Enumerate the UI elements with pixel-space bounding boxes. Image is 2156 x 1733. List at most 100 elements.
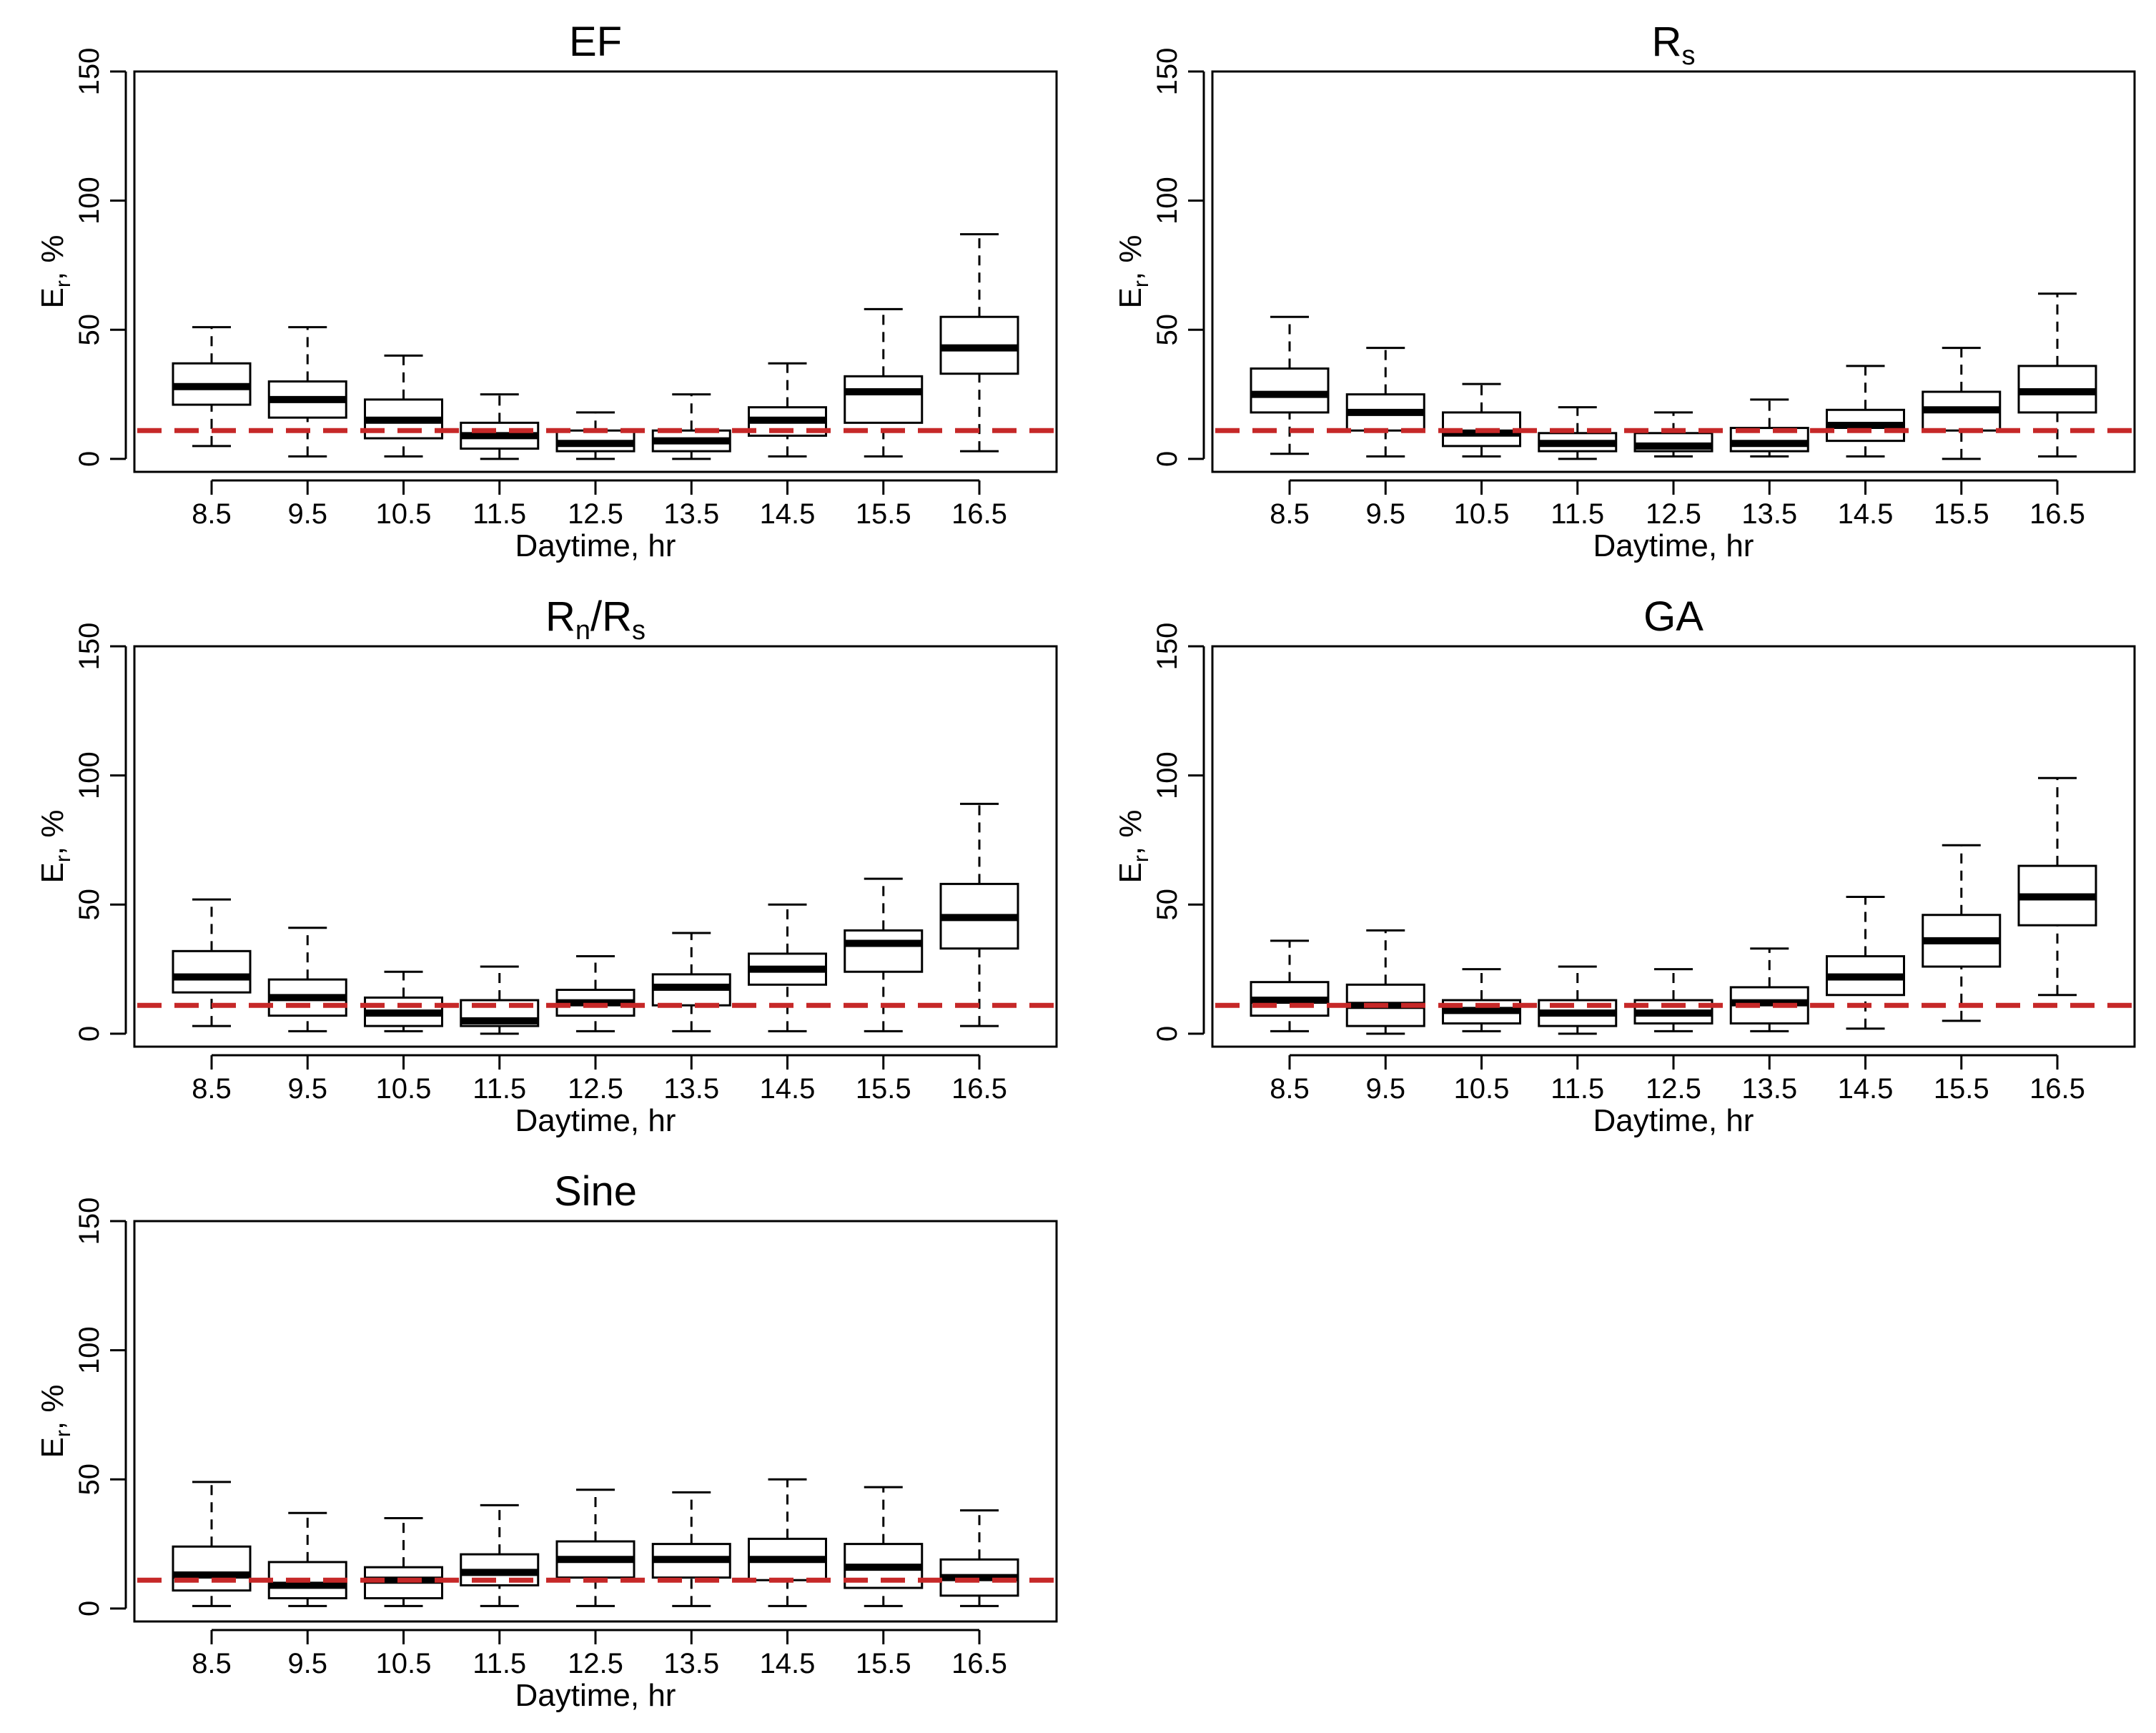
x-tick-label: 13.5 [1741, 1073, 1797, 1105]
x-tick-label: 16.5 [951, 1648, 1007, 1679]
panel-title-main: EF [569, 19, 622, 65]
y-tick-label: 100 [74, 751, 105, 799]
x-tick-label: 14.5 [760, 498, 816, 530]
y-tick-label: 150 [74, 1198, 105, 1245]
y-axis-title-rest: , % [35, 235, 70, 281]
x-tick-label: 11.5 [473, 1648, 526, 1679]
x-tick-label: 9.5 [1365, 498, 1405, 530]
y-axis-title-subscript: r [51, 280, 75, 287]
y-tick-label: 100 [74, 1326, 105, 1374]
chart-panel-3: 0 50 100 150 8.5 9.5 10.5 11.5 12.5 13.5 14.5 15.5 1… [35, 593, 1058, 1138]
y-tick-label: 50 [74, 1463, 105, 1496]
box-13.5 [651, 393, 731, 460]
box-9.5 [267, 326, 347, 458]
box-15.5 [844, 307, 924, 458]
box-15.5 [844, 877, 924, 1032]
box-15.5 [1922, 844, 2002, 1022]
x-tick-label: 15.5 [1934, 498, 1989, 530]
x-tick-label: 16.5 [951, 498, 1007, 530]
x-tick-label: 13.5 [1741, 498, 1797, 530]
y-axis-title-subscript: r [51, 1430, 75, 1437]
box-14.5 [748, 903, 827, 1032]
x-tick-label: 11.5 [473, 1073, 526, 1105]
x-axis-title: Daytime, hr [515, 1678, 676, 1713]
panel-title-subscript: s [1681, 41, 1695, 71]
box-16.5 [939, 1509, 1019, 1607]
box-8.5 [1250, 939, 1330, 1032]
y-tick-label: 150 [74, 623, 105, 671]
box-iqr [844, 929, 924, 973]
chart-panel-5: 0 50 100 150 8.5 9.5 10.5 11.5 12.5 13.5 14.5 15.5 1… [35, 1168, 1058, 1713]
y-tick-label: 50 [1152, 314, 1183, 346]
y-axis-title-main: E [35, 287, 70, 308]
x-tick-label: 14.5 [1838, 498, 1894, 530]
y-tick-label: 150 [1152, 48, 1183, 96]
y-axis-title-rest: , % [35, 1385, 70, 1431]
y-axis-title: Er, % [35, 810, 75, 884]
x-tick-label: 10.5 [1454, 498, 1510, 530]
box-13.5 [651, 932, 731, 1032]
x-tick-label: 13.5 [663, 498, 719, 530]
y-tick-label: 0 [1152, 451, 1183, 467]
box-14.5 [1826, 895, 1905, 1030]
x-tick-label: 8.5 [192, 498, 232, 530]
panel-title-subscript: s [632, 616, 646, 646]
x-tick-label: 8.5 [1270, 498, 1310, 530]
y-tick-label: 50 [1152, 889, 1183, 921]
y-axis-title-main: E [1113, 287, 1148, 308]
box-11.5 [460, 393, 540, 460]
x-tick-label: 16.5 [951, 1073, 1007, 1105]
box-iqr [844, 375, 924, 424]
plot-frame [133, 70, 1058, 473]
y-axis-title-rest: , % [35, 810, 70, 856]
x-tick-label: 9.5 [287, 1073, 327, 1105]
x-tick-label: 8.5 [192, 1648, 232, 1679]
y-axis-title: Er, % [35, 235, 75, 309]
box-10.5 [364, 354, 443, 458]
box-14.5 [748, 1478, 827, 1607]
y-tick-label: 0 [74, 1026, 105, 1042]
panel-title-main: Sine [554, 1168, 637, 1215]
box-iqr [1250, 367, 1330, 414]
y-axis-title: Er, % [1113, 235, 1153, 309]
x-tick-label: 8.5 [1270, 1073, 1310, 1105]
y-axis-title-subscript: r [1129, 855, 1153, 862]
box-16.5 [2017, 776, 2097, 997]
box-8.5 [172, 326, 252, 448]
y-axis-title-subscript: r [1129, 280, 1153, 287]
x-axis-title: Daytime, hr [1593, 1103, 1754, 1138]
x-tick-label: 14.5 [760, 1648, 816, 1679]
y-axis-title: Er, % [35, 1385, 75, 1458]
box-15.5 [1922, 347, 2002, 460]
y-tick-label: 50 [74, 889, 105, 921]
x-tick-label: 14.5 [1838, 1073, 1894, 1105]
x-tick-label: 12.5 [568, 498, 623, 530]
box-12.5 [1633, 411, 1714, 458]
y-tick-label: 0 [74, 451, 105, 467]
y-axis-title-rest: , % [1113, 235, 1148, 281]
x-axis-title: Daytime, hr [1593, 528, 1754, 563]
box-iqr [172, 949, 252, 994]
x-tick-label: 10.5 [376, 498, 432, 530]
box-13.5 [1729, 398, 1809, 458]
y-tick-label: 100 [1152, 751, 1183, 799]
y-axis-title-rest: , % [1113, 810, 1148, 856]
y-tick-label: 150 [74, 48, 105, 96]
plot-frame [133, 645, 1058, 1048]
x-tick-label: 10.5 [1454, 1073, 1510, 1105]
x-tick-label: 11.5 [1551, 1073, 1604, 1105]
box-13.5 [651, 1491, 731, 1607]
y-axis-title-main: E [1113, 862, 1148, 883]
x-tick-label: 8.5 [192, 1073, 232, 1105]
box-12.5 [555, 955, 636, 1032]
plot-frame [133, 1220, 1058, 1623]
y-axis-title: Er, % [1113, 810, 1153, 884]
x-tick-label: 12.5 [1646, 498, 1701, 530]
box-16.5 [939, 233, 1019, 453]
x-tick-label: 15.5 [856, 498, 911, 530]
panel-title-main: GA [1643, 593, 1703, 640]
plot-frame [1211, 645, 2136, 1048]
x-tick-label: 12.5 [1646, 1073, 1701, 1105]
